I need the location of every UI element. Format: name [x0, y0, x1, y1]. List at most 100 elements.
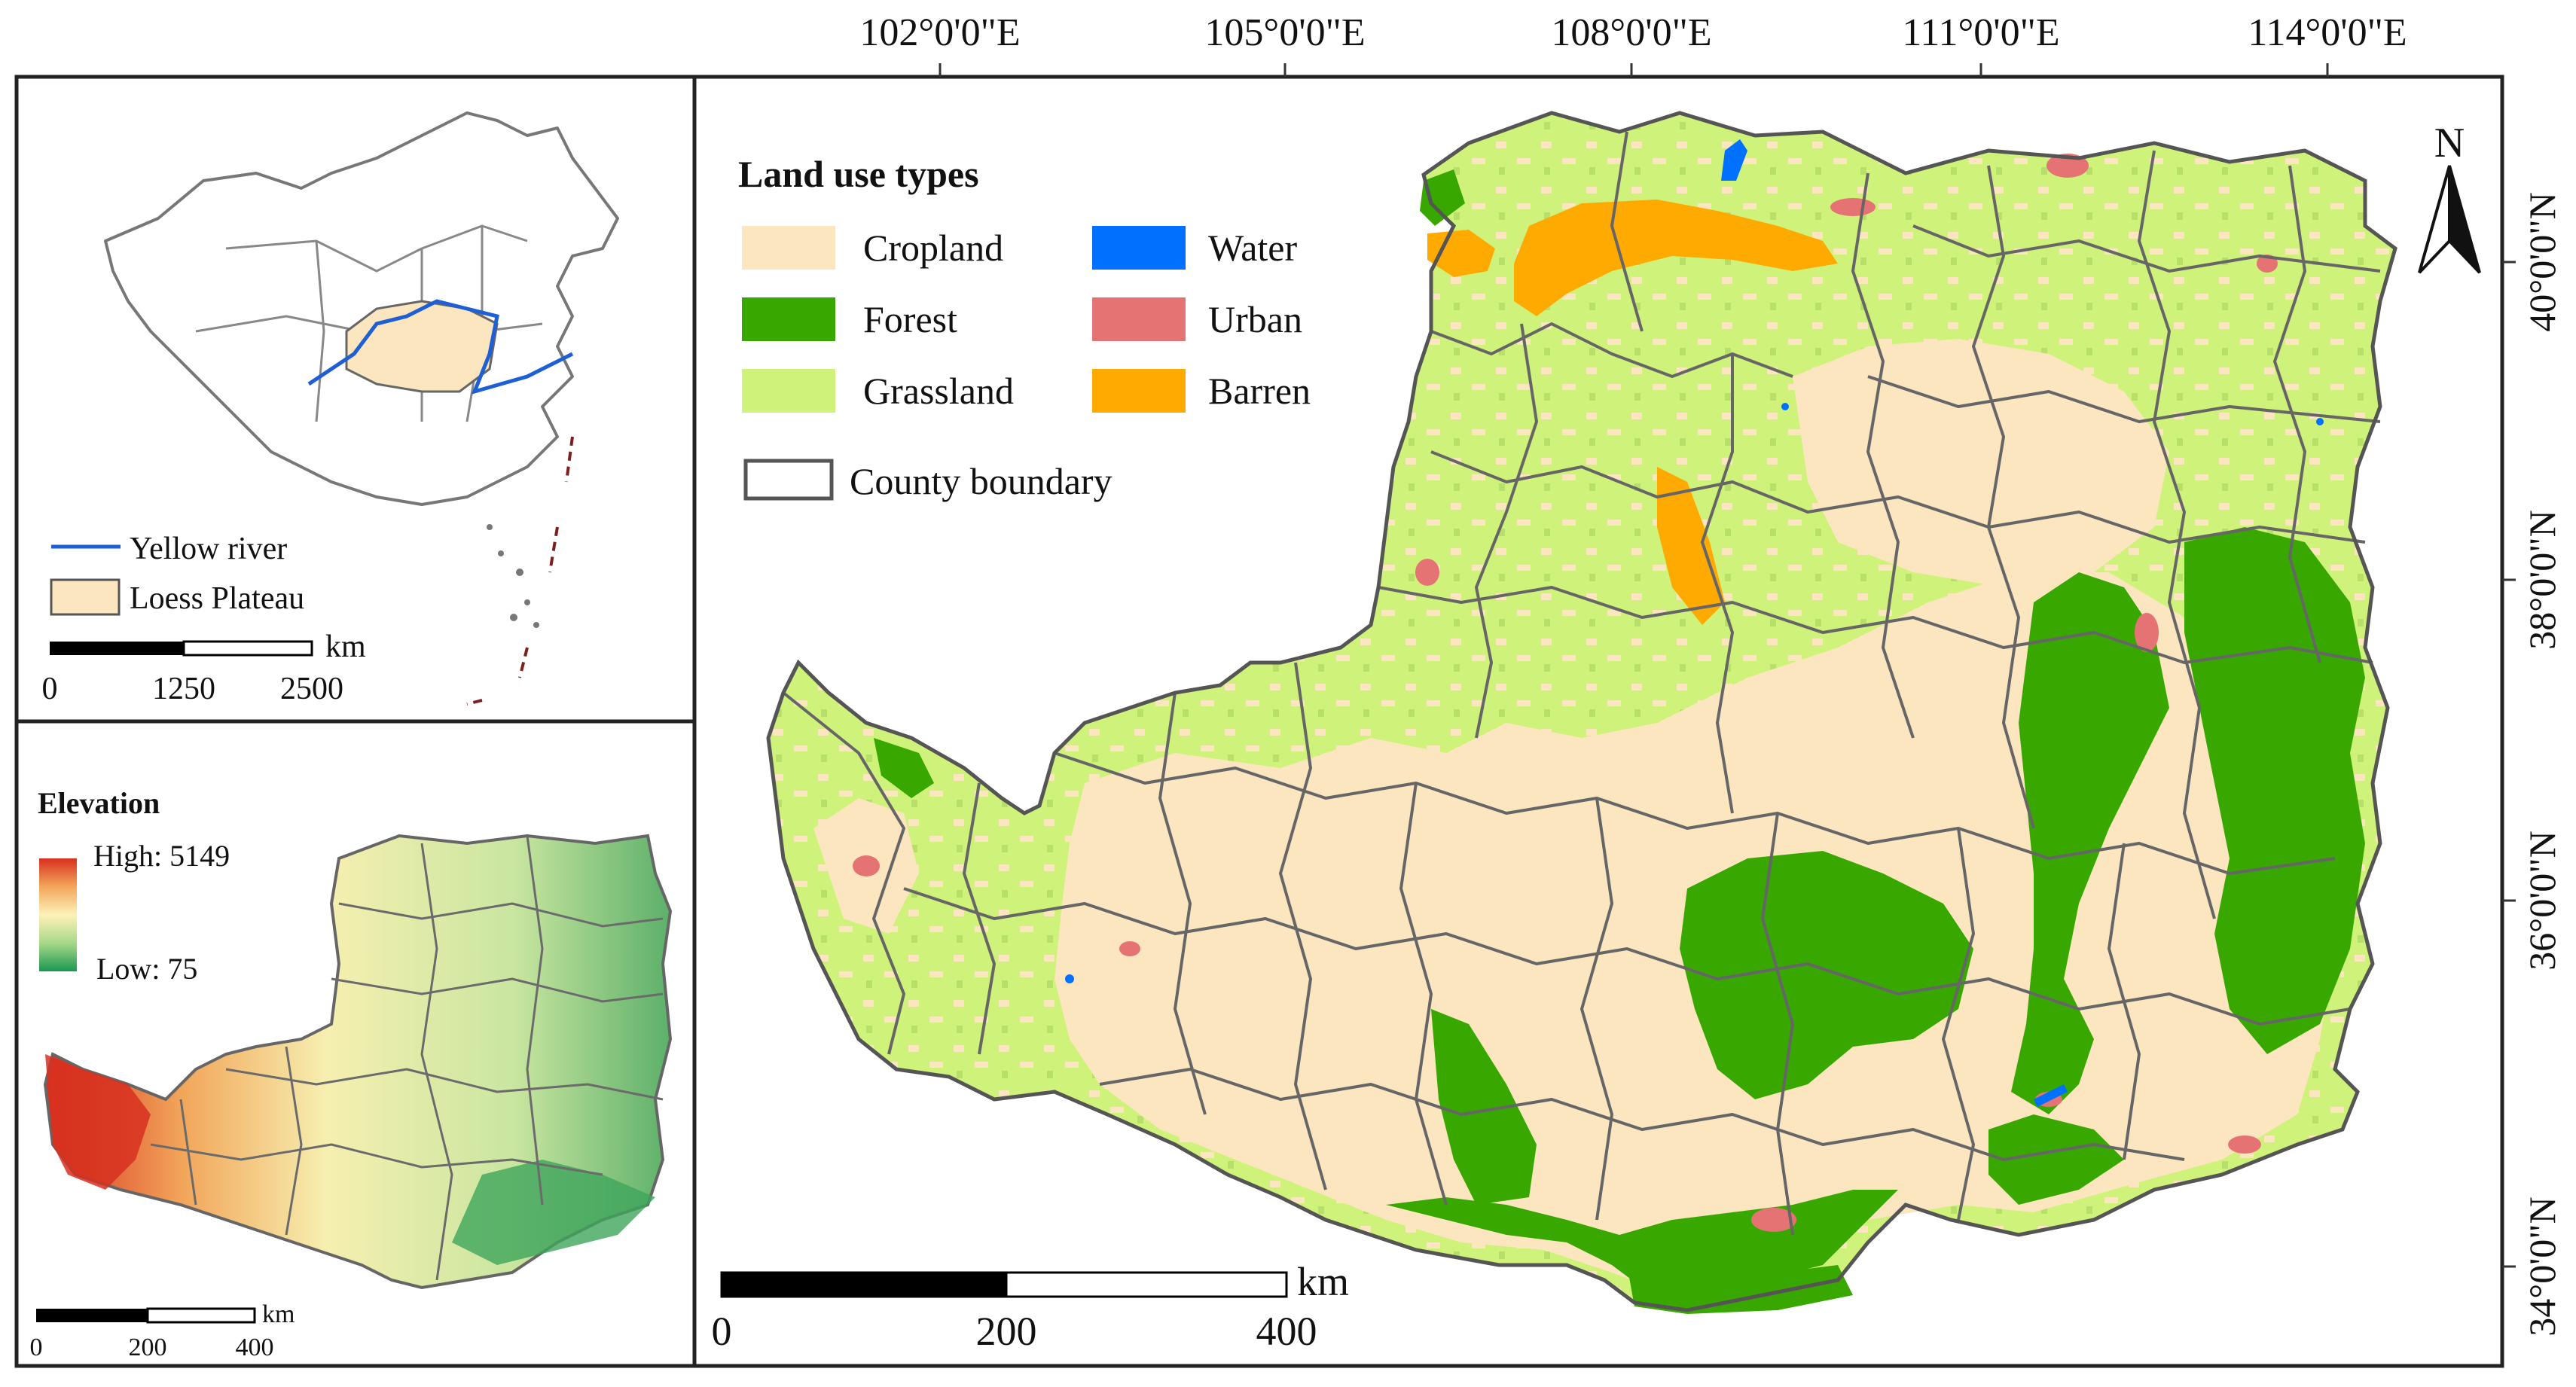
scale-unit: km [1297, 1259, 1349, 1304]
elevation-scale-tick: 400 [236, 1334, 274, 1361]
county-boundary [1972, 165, 2035, 829]
urban-patch [1119, 941, 1140, 956]
water-patch [2034, 1084, 2068, 1107]
north-arrow: N [2418, 120, 2481, 274]
county-boundary [903, 887, 2351, 1026]
forest-region [874, 738, 934, 798]
legend-label-urban: Urban [1208, 298, 1302, 340]
county-boundary [1399, 782, 1448, 1206]
county-boundaries [782, 131, 2381, 1236]
county-boundary [782, 691, 905, 1055]
county-boundary [2107, 843, 2141, 1160]
legend-loess-plateau: Loess Plateau [130, 581, 304, 616]
legend-swatch-water [1092, 226, 1186, 270]
elevation-scale-tick: 0 [30, 1334, 43, 1361]
elevation-scale-white [146, 1307, 256, 1324]
water-patch [1065, 974, 1074, 983]
china-scale-tick: 0 [42, 672, 58, 706]
urban-patch [2228, 1136, 2261, 1154]
legend-swatch-cropland [742, 226, 835, 270]
main-map-frame [692, 75, 2504, 1368]
legend-swatch-grassland [742, 369, 835, 413]
legend-swatch-urban [1092, 297, 1186, 341]
elevation-colorbar [39, 858, 77, 971]
barren-region [1657, 467, 1725, 625]
legend-label-forest: Forest [863, 298, 957, 340]
legend-label-water: Water [1208, 227, 1297, 269]
legend-label-grassland: Grassland [863, 370, 1014, 412]
elevation-high-label: High: 5149 [93, 839, 230, 873]
elevation-scale-tick: 200 [129, 1334, 167, 1361]
county-boundary [1279, 662, 1327, 1190]
urban-patch [1415, 559, 1439, 586]
county-boundary [1378, 586, 2373, 664]
north-arrow-icon [2448, 165, 2481, 274]
elevation-low-label: Low: 75 [96, 952, 197, 986]
county-boundary [1054, 751, 2336, 875]
urban-patch [853, 855, 880, 876]
latitude-axis: 40°0'0"N 38°0'0"N 36°0'0"N 34°0'0"N [2502, 192, 2563, 1337]
elevation-scale-black [36, 1309, 148, 1322]
legend-label-cropland: Cropland [863, 227, 1003, 269]
forest-region [1988, 1114, 2124, 1205]
county-boundary [1158, 692, 1207, 1115]
county-boundary [1610, 131, 1644, 332]
elevation-county-boundaries [150, 835, 664, 1281]
county-boundary [2138, 150, 2216, 919]
forest-region [1627, 1265, 1853, 1314]
county-boundary [963, 782, 996, 1055]
water-patch [1721, 139, 1747, 181]
lon-label: 108°0'0"E [1551, 11, 1711, 54]
county-boundary [1701, 354, 1734, 814]
longitude-axis: 102°0'0"E 105°0'0"E 108°0'0"E 111°0'0"E … [859, 11, 2407, 77]
china-outline [104, 111, 619, 506]
county-boundary [1099, 1068, 2185, 1161]
county-boundary [1761, 812, 1794, 1236]
china-scale-unit: km [325, 629, 366, 664]
legend-loess-plateau-swatch [50, 578, 121, 616]
county-boundary [1475, 323, 1538, 739]
china-inset-map: Yellow river Loess Plateau km 0 1250 250… [42, 111, 619, 706]
north-arrow-label: N [2434, 120, 2465, 166]
county-boundary [1942, 828, 1975, 1221]
forest-region [1680, 851, 1973, 1099]
urban-patch [2135, 613, 2159, 652]
lon-label: 102°0'0"E [859, 11, 1020, 54]
lat-label: 38°0'0"N [2521, 510, 2563, 650]
landuse-legend: Land use types Cropland Forest Grassland… [738, 153, 1311, 502]
main-scale-bar: km 0 200 400 [712, 1259, 1350, 1354]
china-scale-tick: 2500 [280, 672, 343, 706]
county-boundary [1867, 375, 2381, 423]
elevation-scale-unit: km [262, 1300, 295, 1328]
china-scale-black [50, 642, 184, 655]
county-boundary [1912, 224, 2381, 273]
urban-patch [1830, 198, 1876, 216]
china-scale-tick: 1250 [152, 672, 215, 706]
legend-swatch-county-boundary [743, 459, 834, 501]
lon-label: 105°0'0"E [1204, 11, 1365, 54]
south-china-sea-islands [487, 524, 539, 628]
scale-tick-label: 400 [1256, 1309, 1317, 1354]
yellow-river-line [307, 299, 574, 395]
maritime-boundary-dashes [466, 436, 574, 706]
scale-segment-black [720, 1271, 1008, 1298]
scale-tick-label: 0 [712, 1309, 732, 1354]
legend-swatch-barren [1092, 369, 1186, 413]
scale-segment-white [1005, 1271, 1288, 1298]
water-patch [2316, 418, 2324, 425]
lon-label: 114°0'0"E [2248, 11, 2407, 54]
legend-title: Land use types [738, 153, 979, 195]
elevation-inset-map: Elevation High: 5149 Low: 75 km 0 200 40… [30, 786, 673, 1361]
china-scale-white [182, 640, 313, 657]
water-bodies [1065, 139, 2324, 1107]
lat-label: 36°0'0"N [2521, 831, 2563, 971]
legend-label-barren: Barren [1208, 370, 1311, 412]
county-boundary [1580, 797, 1613, 1221]
high-elevation-zone [45, 1054, 151, 1190]
forest-region [2011, 572, 2169, 1114]
lat-label: 40°0'0"N [2521, 192, 2563, 332]
county-boundary [1851, 172, 1915, 739]
urban-patch [1751, 1208, 1796, 1232]
low-elevation-zone [452, 1160, 655, 1265]
